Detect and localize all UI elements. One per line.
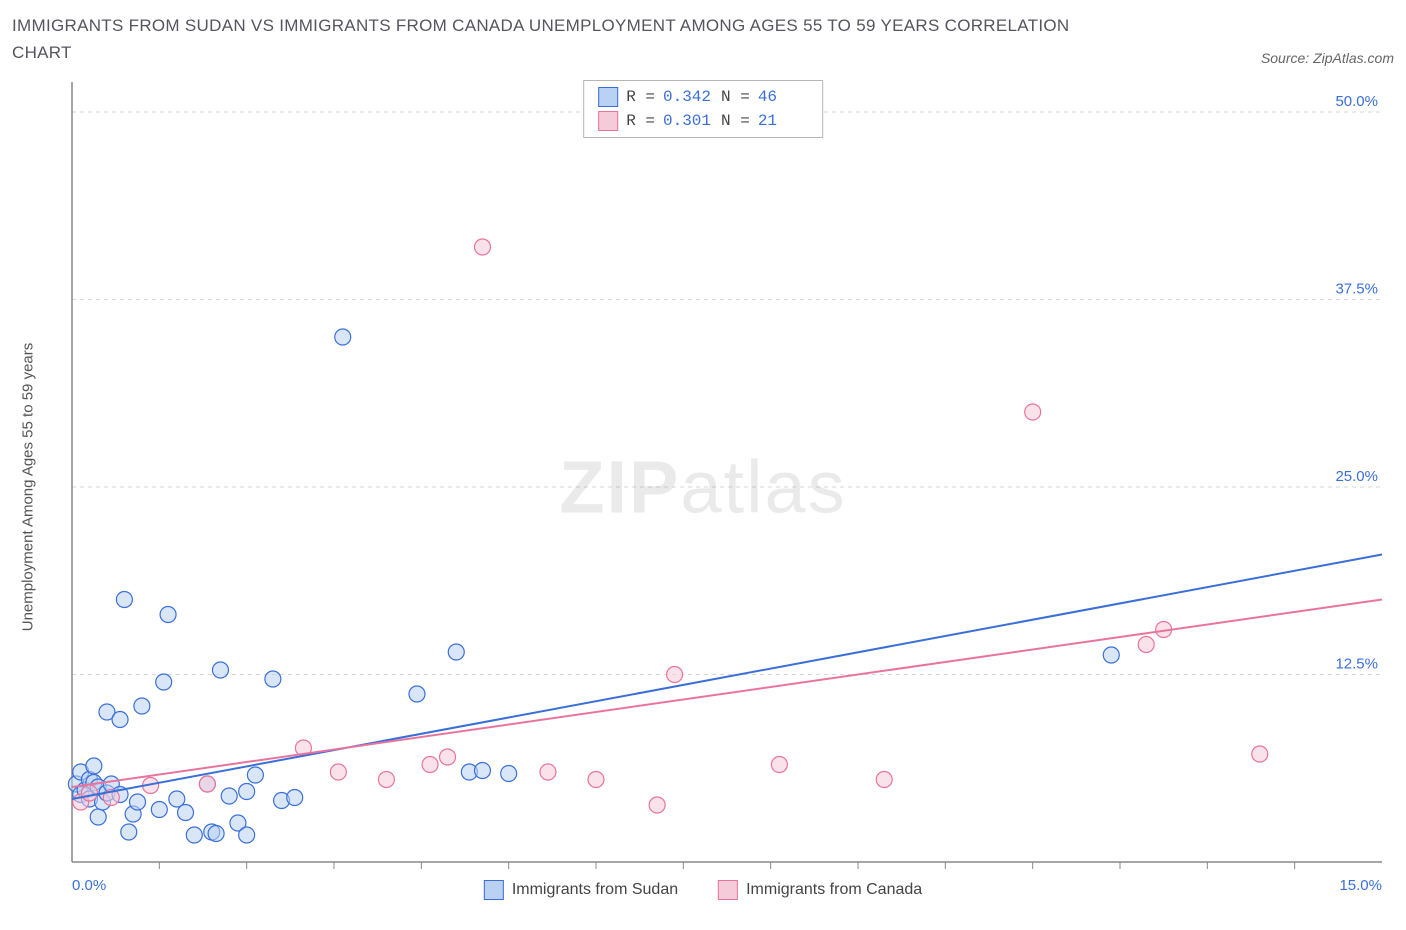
stats-legend-box: R = 0.342 N = 46 R = 0.301 N = 21 <box>583 80 823 138</box>
svg-text:12.5%: 12.5% <box>1335 656 1378 673</box>
source-credit: Source: ZipAtlas.com <box>1261 50 1394 66</box>
r-value: 0.342 <box>663 85 713 109</box>
chart-container: Unemployment Among Ages 55 to 59 years 1… <box>12 72 1394 902</box>
chart-title: IMMIGRANTS FROM SUDAN VS IMMIGRANTS FROM… <box>12 12 1112 66</box>
n-value: 46 <box>758 85 808 109</box>
stats-row: R = 0.342 N = 46 <box>598 85 808 109</box>
n-value: 21 <box>758 109 808 133</box>
svg-text:0.0%: 0.0% <box>72 877 106 894</box>
swatch-icon <box>484 880 504 900</box>
swatch-icon <box>598 111 618 131</box>
svg-text:50.0%: 50.0% <box>1335 93 1378 110</box>
n-label: N = <box>721 109 750 133</box>
source-prefix: Source: <box>1261 50 1313 66</box>
stats-row: R = 0.301 N = 21 <box>598 109 808 133</box>
r-label: R = <box>626 109 655 133</box>
bottom-legend: Immigrants from Sudan Immigrants from Ca… <box>484 880 922 900</box>
svg-text:25.0%: 25.0% <box>1335 468 1378 485</box>
header-row: IMMIGRANTS FROM SUDAN VS IMMIGRANTS FROM… <box>12 12 1394 66</box>
source-name: ZipAtlas.com <box>1313 50 1394 66</box>
r-value: 0.301 <box>663 109 713 133</box>
scatter-chart: 12.5% 25.0% 37.5% 50.0% 0.0% 15.0% <box>12 72 1394 902</box>
legend-label: Immigrants from Canada <box>746 881 922 899</box>
n-label: N = <box>721 85 750 109</box>
legend-item: Immigrants from Sudan <box>484 880 678 900</box>
swatch-icon <box>718 880 738 900</box>
legend-label: Immigrants from Sudan <box>512 881 678 899</box>
r-label: R = <box>626 85 655 109</box>
svg-text:37.5%: 37.5% <box>1335 281 1378 298</box>
legend-item: Immigrants from Canada <box>718 880 922 900</box>
swatch-icon <box>598 87 618 107</box>
y-axis-label: Unemployment Among Ages 55 to 59 years <box>20 343 37 632</box>
svg-text:15.0%: 15.0% <box>1339 877 1382 894</box>
